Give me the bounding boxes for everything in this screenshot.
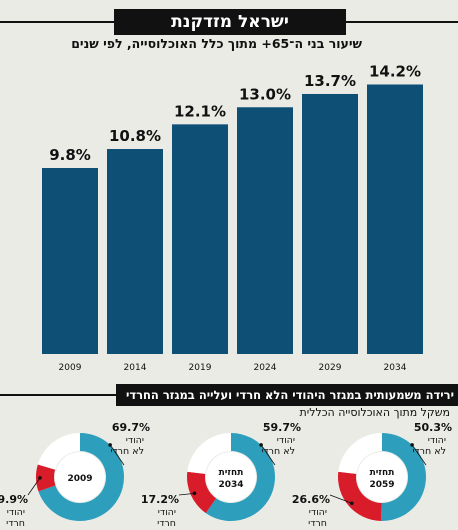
slice-other [187, 433, 231, 474]
bar-2014 [107, 149, 163, 354]
leader-dot [410, 443, 414, 447]
slice-value-label: 69.7% [112, 421, 150, 434]
bar-2009 [42, 167, 98, 354]
leader-line [178, 492, 195, 496]
x-tick-label: 2019 [189, 363, 212, 373]
leader-dot [38, 476, 42, 480]
bar-value-label: 9.8% [49, 146, 91, 164]
bar-value-label: 12.1% [174, 102, 226, 120]
donut-hole [357, 452, 407, 502]
slice-name-label: יהודי [126, 435, 144, 446]
section-title: ירידה משמעותית במגזר היהודי הלא חרדי ועל… [116, 384, 458, 406]
x-tick-label: 2009 [59, 363, 82, 373]
bar-2024 [237, 107, 293, 354]
slice-name-label: חרדי [308, 518, 327, 529]
donut-hole [206, 452, 256, 502]
slice-name-label: לא חרדי [261, 446, 295, 457]
bar-2019 [172, 124, 228, 354]
slice-name-label: יהודי [277, 435, 295, 446]
slice-name-label: לא חרדי [110, 446, 144, 457]
donut-center-label: תחזית [370, 468, 395, 478]
slice-haredi [35, 464, 56, 492]
leader-dot [192, 491, 197, 496]
slice-name-label: חרדי [6, 518, 25, 529]
slice-other [37, 433, 80, 470]
chart-title: ישראל מזדקנת [114, 9, 346, 35]
x-tick-label: 2014 [124, 363, 147, 373]
donut-center-label: 2009 [67, 474, 92, 484]
bar-value-label: 14.2% [369, 62, 421, 80]
slice-non-haredi [38, 433, 124, 521]
leader-line [260, 444, 276, 466]
slice-value-label: 59.7% [263, 421, 301, 434]
donut-center-label: תחזית [219, 468, 244, 478]
leader-line [27, 477, 41, 496]
bar-value-label: 10.8% [109, 127, 161, 145]
slice-value-label: 9.9% [0, 493, 28, 506]
donut-center-label: 2034 [218, 480, 243, 490]
donut-hole [55, 452, 105, 502]
slice-name-label: יהודי [428, 435, 446, 446]
donut-center-label: 2059 [369, 480, 394, 490]
bar-value-label: 13.7% [304, 72, 356, 90]
x-tick-label: 2029 [319, 363, 342, 373]
slice-name-label: לא חרדי [412, 446, 446, 457]
slice-haredi [187, 471, 217, 514]
bar-2029 [302, 93, 358, 354]
slice-other [338, 433, 382, 474]
main-header: ישראל מזדקנת [0, 9, 458, 35]
leader-line [109, 444, 125, 466]
slice-haredi [338, 471, 382, 521]
slice-non-haredi [205, 433, 275, 521]
leader-dot [350, 501, 354, 506]
leader-dot [259, 443, 263, 447]
slice-name-label: יהודי [158, 507, 176, 518]
chart-subtitle: שיעור בני ה־65+ מתוך כלל האוכלוסייה, לפי… [71, 36, 362, 51]
bar-value-label: 13.0% [239, 85, 291, 103]
slice-value-label: 26.6% [292, 493, 330, 506]
slice-name-label: יהודי [309, 507, 327, 518]
bar-2034 [367, 84, 423, 354]
slice-value-label: 50.3% [414, 421, 452, 434]
x-tick-label: 2034 [384, 363, 407, 373]
section-header: ירידה משמעותית במגזר היהודי הלא חרדי ועל… [0, 384, 458, 406]
slice-value-label: 17.2% [141, 493, 179, 506]
slice-non-haredi [381, 433, 426, 521]
leader-line [329, 494, 352, 504]
slice-name-label: חרדי [157, 518, 176, 529]
leader-line [411, 444, 427, 466]
section-subtitle: משקל מתוך האוכלוסייה הכללית [299, 406, 450, 419]
x-tick-label: 2024 [254, 363, 277, 373]
bar-chart: 9.8% 2009 10.8% 2014 12.1% 2019 13.0% 2024 13.7%… [42, 62, 423, 373]
leader-dot [108, 443, 112, 447]
slice-name-label: יהודי [7, 507, 25, 518]
